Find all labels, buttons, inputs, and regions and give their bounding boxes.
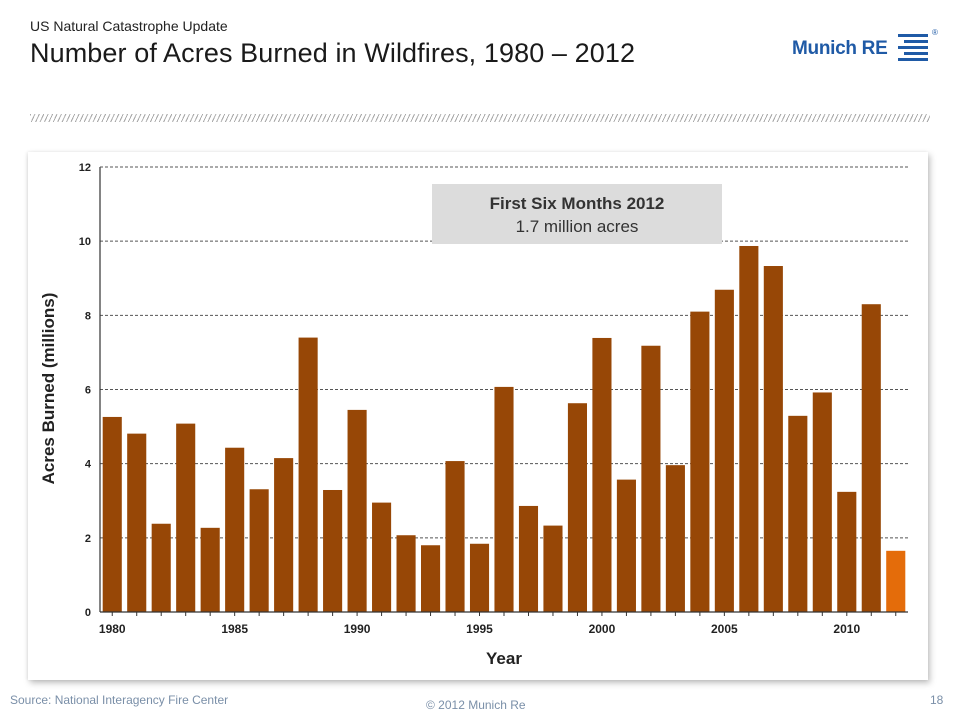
bar-2003 (665, 465, 685, 612)
bar-2010 (837, 491, 857, 612)
y-tick-label: 0 (85, 607, 91, 619)
bar-1999 (567, 403, 588, 612)
bar-1996 (494, 386, 514, 612)
slide-kicker: US Natural Catastrophe Update (30, 18, 228, 34)
y-tick-label: 4 (85, 459, 92, 471)
registered-mark: ® (932, 28, 938, 37)
slide-title: Number of Acres Burned in Wildfires, 198… (30, 38, 636, 68)
munich-re-logo: Munich RE ® (792, 28, 942, 68)
bar-1981 (127, 433, 147, 612)
bars (102, 245, 906, 613)
bar-2004 (690, 311, 710, 612)
bar-1988 (298, 337, 318, 612)
bar-1986 (249, 489, 269, 612)
y-tick-label: 12 (79, 162, 91, 174)
axis-labels: 0 2 4 6 8 10 12 1980 1985 1990 1995 2000 2005 2010 Yea… (39, 162, 860, 668)
x-tick-label: 2010 (833, 622, 860, 636)
bar-1995 (469, 543, 490, 612)
bar-1982 (151, 523, 171, 612)
bar-1980 (102, 416, 122, 612)
footer-source: Source: National Interagency Fire Center (10, 693, 229, 707)
bar-2009 (812, 392, 832, 612)
bar-1983 (176, 423, 196, 612)
x-tick-label: 1980 (99, 622, 126, 636)
bar-1997 (518, 505, 539, 612)
bar-2012 (886, 550, 906, 612)
bar-1994 (445, 461, 465, 612)
header-divider (30, 114, 930, 122)
x-tick-label: 1990 (344, 622, 371, 636)
munich-re-emblem-icon (898, 34, 928, 61)
x-tick-label: 1995 (466, 622, 493, 636)
bar-2005 (714, 289, 734, 612)
bar-1984 (200, 527, 220, 612)
x-tick-label: 1985 (221, 622, 248, 636)
bar-2011 (861, 304, 881, 612)
bar-1987 (274, 458, 294, 612)
callout-title: First Six Months 2012 (489, 194, 665, 213)
page-number: 18 (930, 693, 944, 707)
bar-2007 (763, 266, 783, 612)
bar-1990 (347, 409, 367, 612)
bar-2000 (592, 337, 612, 612)
bar-1998 (543, 525, 563, 612)
y-tick-label: 6 (85, 385, 91, 397)
bar-1993 (420, 545, 441, 612)
bar-1985 (225, 447, 245, 612)
y-axis-title: Acres Burned (millions) (39, 293, 58, 485)
footer-copyright: © 2012 Munich Re (426, 698, 526, 712)
callout-subtitle: 1.7 million acres (515, 217, 639, 236)
y-tick-label: 8 (85, 310, 91, 322)
bar-1991 (372, 502, 392, 612)
y-tick-label: 2 (85, 533, 91, 545)
callout-box: First Six Months 2012 1.7 million acres (432, 184, 722, 244)
bar-2002 (641, 345, 661, 612)
axes (99, 166, 908, 616)
bar-2006 (739, 245, 759, 613)
bar-2008 (788, 415, 808, 612)
bar-1992 (396, 535, 416, 612)
x-tick-label: 2005 (711, 622, 738, 636)
x-tick-label: 2000 (589, 622, 616, 636)
bar-2001 (616, 479, 636, 612)
bar-1989 (323, 489, 343, 612)
y-tick-label: 10 (79, 236, 91, 248)
x-axis-title: Year (486, 649, 522, 668)
logo-text: Munich RE (792, 38, 888, 59)
